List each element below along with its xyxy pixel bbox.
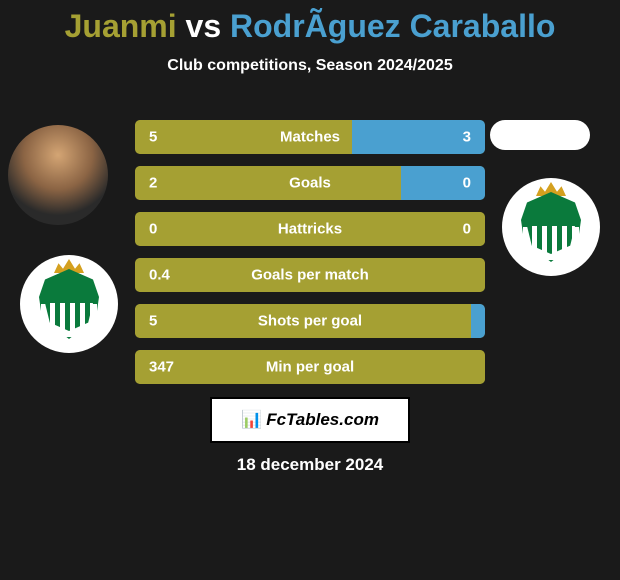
- comparison-title: Juanmi vs RodrÃ­guez Caraballo: [0, 0, 620, 45]
- stats-container: 5 3 Matches 2 0 Goals 0 0 Hattricks 0.4 Goals per …: [135, 120, 485, 396]
- stat-row: 5 3 Matches: [135, 120, 485, 154]
- stat-label: Goals per match: [251, 267, 369, 284]
- stat-value-player1: 5: [149, 129, 157, 146]
- player2-avatar: [490, 120, 590, 150]
- stat-value-player2: 0: [463, 221, 471, 238]
- stat-row: 5 Shots per goal: [135, 304, 485, 338]
- player1-club-crest: [20, 255, 118, 353]
- stat-row: 0.4 Goals per match: [135, 258, 485, 292]
- stat-label: Matches: [280, 129, 340, 146]
- stat-value-player1: 0: [149, 221, 157, 238]
- watermark: 📊 FcTables.com: [210, 397, 410, 443]
- watermark-text: FcTables.com: [266, 410, 379, 430]
- stat-value-player1: 347: [149, 359, 174, 376]
- stat-label: Hattricks: [278, 221, 342, 238]
- stat-label: Goals: [289, 175, 331, 192]
- subtitle: Club competitions, Season 2024/2025: [0, 57, 620, 75]
- stat-row: 0 0 Hattricks: [135, 212, 485, 246]
- stat-bar-player2: [401, 166, 485, 200]
- player1-avatar: [8, 125, 108, 225]
- player1-name: Juanmi: [65, 8, 177, 44]
- stat-label: Shots per goal: [258, 313, 362, 330]
- player2-club-crest: [502, 178, 600, 276]
- stat-bar-player1: [135, 166, 401, 200]
- player2-name: RodrÃ­guez Caraballo: [230, 8, 555, 44]
- vs-text: vs: [186, 8, 222, 44]
- stat-bar-player2: [471, 304, 485, 338]
- stat-value-player2: 3: [463, 129, 471, 146]
- stat-row: 2 0 Goals: [135, 166, 485, 200]
- stat-value-player1: 0.4: [149, 267, 170, 284]
- stat-value-player1: 5: [149, 313, 157, 330]
- stat-row: 347 Min per goal: [135, 350, 485, 384]
- date-label: 18 december 2024: [237, 455, 384, 475]
- stat-value-player1: 2: [149, 175, 157, 192]
- stat-value-player2: 0: [463, 175, 471, 192]
- chart-icon: 📊: [241, 410, 262, 430]
- stat-label: Min per goal: [266, 359, 354, 376]
